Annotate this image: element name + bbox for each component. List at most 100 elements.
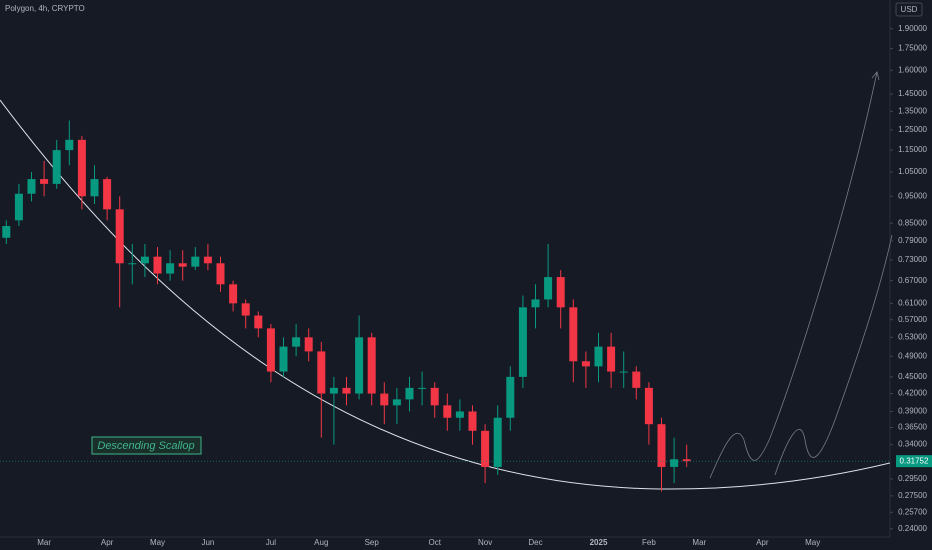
candle-body: [632, 371, 641, 388]
x-tick-label: Aug: [314, 538, 328, 547]
y-tick-label: 0.49000: [898, 351, 927, 360]
y-tick-label: 0.29500: [898, 474, 927, 483]
candle-body: [65, 139, 74, 151]
candle-body: [443, 405, 452, 418]
candle-body: [140, 256, 149, 264]
candle-body: [317, 351, 326, 394]
x-tick-label: Dec: [528, 538, 542, 547]
candle-body: [607, 346, 616, 372]
y-tick-label: 0.39000: [898, 407, 927, 416]
projection-arrow: [871, 71, 880, 81]
x-tick-label: 2025: [590, 538, 608, 547]
y-tick-label: 0.34000: [898, 440, 927, 449]
candle-body: [594, 346, 603, 367]
candle-body: [27, 179, 36, 194]
candle-body: [619, 371, 628, 373]
y-tick-label: 0.25700: [898, 507, 927, 516]
candle-body: [254, 315, 263, 329]
candle-body: [405, 387, 414, 400]
y-tick-label: 0.67000: [898, 276, 927, 285]
candle-body: [153, 256, 162, 274]
y-tick-label: 1.05000: [898, 167, 927, 176]
candle-body: [90, 179, 99, 197]
y-tick-label: 0.27500: [898, 491, 927, 500]
candle-body: [392, 399, 401, 406]
y-tick-label: 1.25000: [898, 125, 927, 134]
candle-body: [581, 361, 590, 367]
last-price-tag: [896, 455, 932, 468]
x-tick-label: Jun: [201, 538, 214, 547]
x-tick-label: Jul: [266, 538, 276, 547]
candle-body: [115, 209, 124, 264]
candle-body: [556, 277, 565, 308]
y-tick-label: 1.90000: [898, 24, 927, 33]
y-tick-label: 1.75000: [898, 44, 927, 53]
annotation-box: [91, 436, 202, 455]
y-tick-label: 0.61000: [898, 298, 927, 307]
candle-body: [292, 337, 301, 347]
y-tick-label: 0.79000: [898, 236, 927, 245]
candle-body: [342, 387, 351, 394]
candle-body: [216, 263, 225, 285]
x-tick-label: Apr: [756, 538, 769, 547]
candle-body: [544, 277, 553, 300]
y-tick-label: 1.60000: [898, 65, 927, 74]
candle-body: [455, 411, 464, 418]
candle-body: [670, 459, 679, 467]
candle-body: [518, 307, 527, 377]
candle-body: [657, 424, 666, 467]
candle-body: [682, 459, 691, 462]
candle-body: [203, 256, 212, 264]
candle-body: [531, 299, 540, 308]
candle-body: [418, 387, 427, 389]
candle-body: [569, 307, 578, 362]
y-tick-label: 0.85000: [898, 218, 927, 227]
candle-body: [14, 193, 23, 221]
candle-body: [128, 263, 137, 265]
candle-body: [430, 387, 439, 406]
currency-label[interactable]: USD: [901, 5, 918, 14]
candle-body: [468, 411, 477, 431]
candle-body: [166, 263, 175, 274]
y-tick-label: 0.42000: [898, 389, 927, 398]
x-tick-label: Oct: [428, 538, 441, 547]
x-tick-label: Apr: [101, 538, 114, 547]
candle-body: [40, 179, 49, 184]
y-tick-label: 1.45000: [898, 89, 927, 98]
projection-path: [774, 234, 893, 476]
candle-body: [493, 417, 502, 467]
x-tick-label: Feb: [642, 538, 656, 547]
y-tick-label: 0.45000: [898, 372, 927, 381]
candle-body: [52, 150, 61, 184]
candle-body: [380, 393, 389, 406]
y-tick-label: 0.36500: [898, 423, 927, 432]
x-tick-label: Sep: [365, 538, 380, 547]
y-tick-label: 0.95000: [898, 191, 927, 200]
y-tick-label: 0.24000: [898, 524, 927, 533]
x-tick-label: Mar: [692, 538, 706, 547]
candle-body: [355, 337, 364, 394]
candle-body: [103, 179, 112, 210]
x-tick-label: May: [150, 538, 165, 547]
candle-body: [644, 387, 653, 425]
currency-button[interactable]: [895, 2, 923, 17]
candle-body: [329, 387, 338, 394]
candle-body: [229, 284, 238, 304]
candle-body: [2, 226, 11, 238]
y-tick-label: 1.15000: [898, 145, 927, 154]
annotation-label: Descending Scallop: [97, 440, 194, 452]
x-tick-label: Nov: [478, 538, 492, 547]
x-tick-label: Mar: [37, 538, 51, 547]
candle-body: [266, 328, 275, 372]
candle-body: [506, 376, 515, 418]
candle-body: [481, 430, 490, 467]
candle-body: [241, 303, 250, 316]
y-tick-label: 0.57000: [898, 315, 927, 324]
chart-title: Polygon, 4h, CRYPTO: [5, 4, 85, 13]
candle-body: [77, 139, 86, 197]
last-price-label: 0.31752: [900, 456, 929, 465]
y-tick-label: 0.53000: [898, 332, 927, 341]
candle-body: [367, 337, 376, 394]
